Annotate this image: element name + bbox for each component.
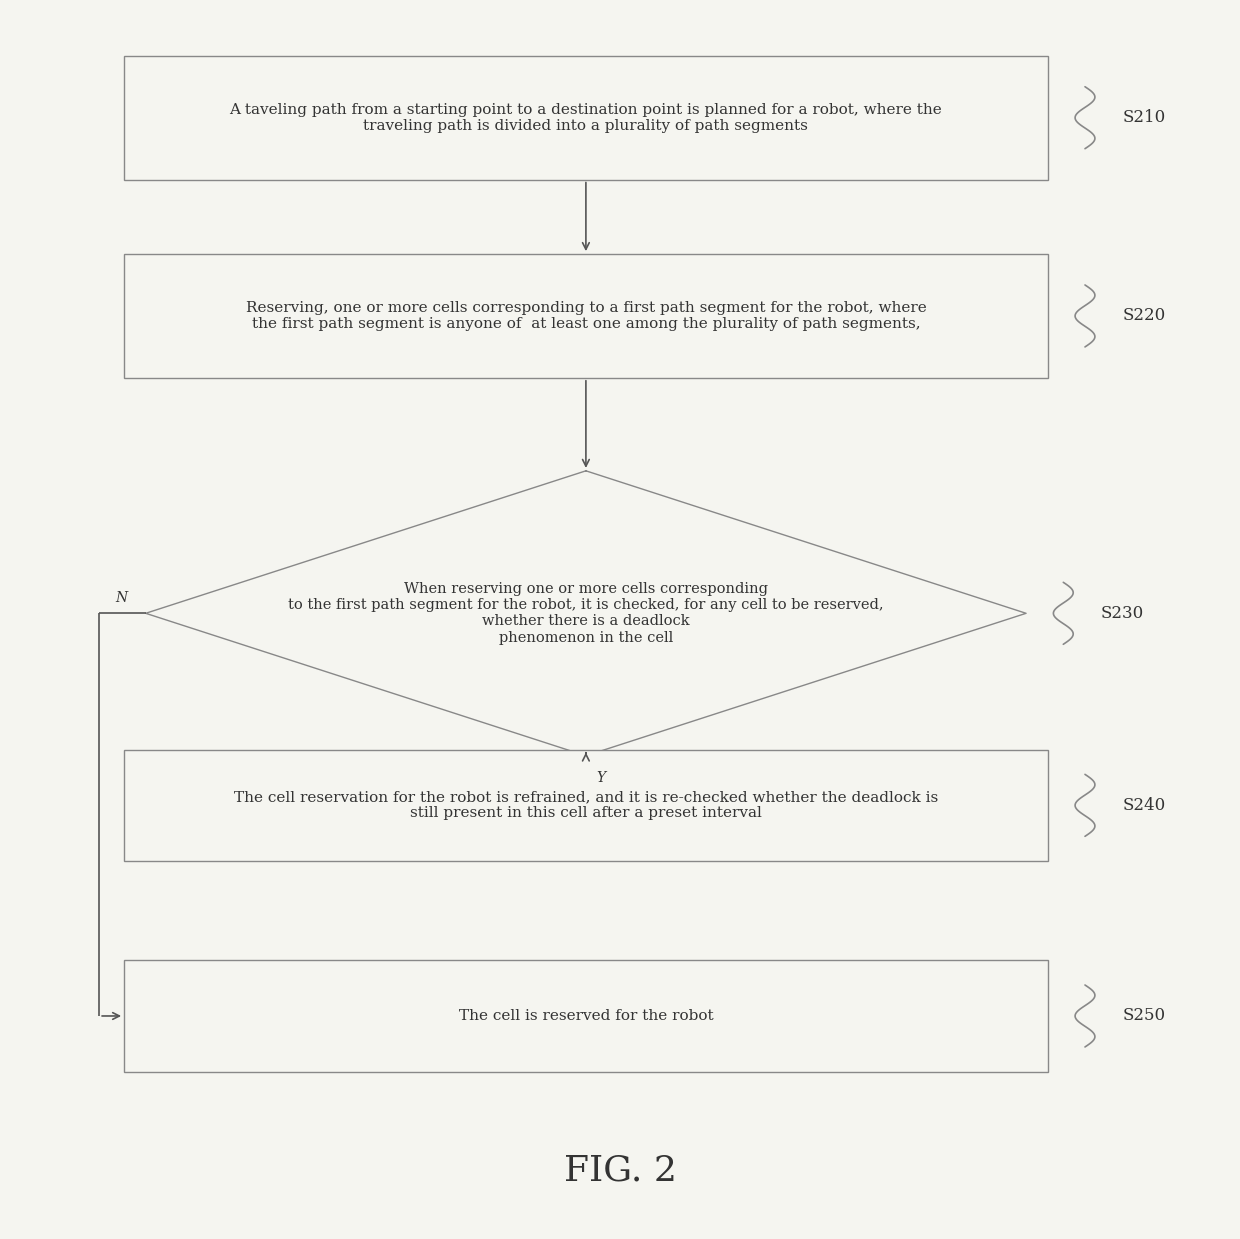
Text: S220: S220 [1122,307,1166,325]
Text: Reserving, one or more cells corresponding to a first path segment for the robot: Reserving, one or more cells correspondi… [246,301,926,331]
Text: S250: S250 [1122,1007,1166,1025]
Text: A taveling path from a starting point to a destination point is planned for a ro: A taveling path from a starting point to… [229,103,942,133]
Text: S230: S230 [1101,605,1143,622]
Polygon shape [146,471,1025,756]
Bar [124,750,1048,861]
Text: The cell is reserved for the robot: The cell is reserved for the robot [459,1009,713,1023]
Bar [124,960,1048,1072]
Bar [124,254,1048,378]
Text: The cell reservation for the robot is refrained, and it is re-checked whether th: The cell reservation for the robot is re… [234,790,937,820]
Text: When reserving one or more cells corresponding
to the first path segment for the: When reserving one or more cells corresp… [288,582,884,644]
Text: FIG. 2: FIG. 2 [563,1154,677,1188]
Text: S240: S240 [1122,797,1166,814]
Text: S210: S210 [1122,109,1166,126]
Bar [124,56,1048,180]
Text: N: N [115,591,126,606]
Text: Y: Y [596,771,605,784]
